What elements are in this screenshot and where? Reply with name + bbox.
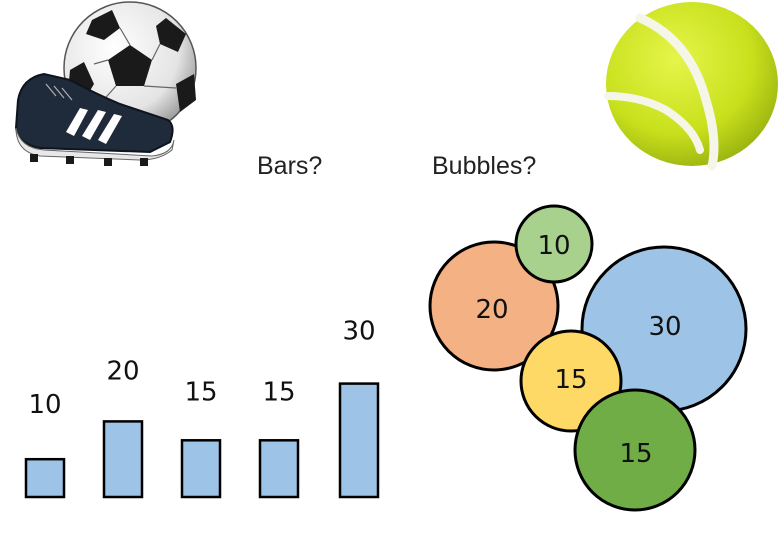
bar-data-label: 10 (28, 390, 61, 420)
bubbles-question: Bubbles? (432, 152, 537, 180)
bar (102, 420, 144, 499)
bar-chart: 10 20 15 15 30 (24, 317, 380, 499)
bubble-data-label: 15 (554, 365, 587, 395)
bar-data-label: 15 (262, 377, 295, 407)
bubble-data-label: 15 (619, 439, 652, 469)
bar-data-label: 20 (106, 356, 139, 386)
bar (24, 457, 66, 499)
bars-question: Bars? (257, 152, 323, 180)
bar-data-label: 30 (342, 317, 375, 347)
bubble-data-label: 10 (537, 231, 570, 261)
bar (258, 439, 300, 499)
bubble (514, 204, 594, 284)
bar-data-label: 15 (184, 377, 217, 407)
bubble-data-label: 30 (648, 312, 681, 342)
bar (338, 382, 380, 499)
bar (180, 439, 222, 499)
bubble (573, 388, 697, 512)
bubble-chart: 20 30 10 15 15 (428, 204, 748, 512)
bubble (428, 240, 560, 372)
bubble-data-label: 20 (475, 295, 508, 325)
